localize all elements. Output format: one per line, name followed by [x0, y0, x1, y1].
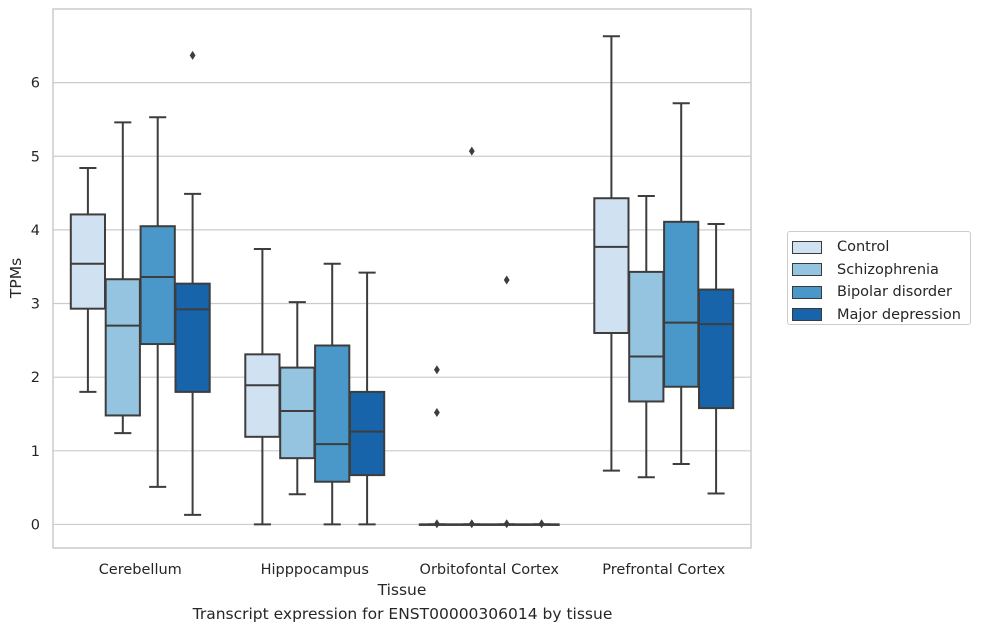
box-bipolar-disorder [139, 116, 176, 488]
legend-item: Schizophrenia [792, 259, 970, 282]
box-body [104, 278, 141, 417]
box-body [139, 225, 176, 346]
box-body [279, 366, 316, 460]
box-body [314, 344, 351, 483]
legend-item: Control [792, 236, 970, 259]
outlier-point [433, 365, 440, 375]
legend-swatch [792, 240, 822, 254]
box-major-depression [523, 519, 560, 529]
x-axis-label: Tissue [377, 581, 427, 599]
legend-label: Schizophrenia [837, 261, 939, 278]
box-body [69, 213, 107, 310]
outlier-point [503, 275, 510, 285]
y-tick-label: 5 [31, 149, 40, 165]
outlier-point [538, 519, 545, 529]
box-schizophrenia [104, 121, 141, 435]
legend-label: Bipolar disorder [837, 284, 952, 301]
box-groups [69, 35, 735, 529]
box-body [663, 220, 700, 388]
plot-frame [52, 8, 752, 549]
y-tick-label: 6 [31, 76, 40, 92]
outlier-point [433, 519, 440, 529]
box-major-depression [348, 271, 386, 526]
x-tick-label: Prefrontal Cortex [602, 562, 725, 578]
legend-item: Bipolar disorder [792, 281, 970, 304]
x-axis-ticks: Cerebellum Hipppocampus Orbitofontal Corte… [99, 562, 726, 578]
box-body [697, 288, 735, 410]
box-bipolar-disorder [663, 102, 700, 466]
y-tick-label: 0 [31, 517, 40, 533]
box-body [244, 353, 281, 438]
legend-swatch [792, 308, 822, 322]
y-tick-label: 2 [31, 370, 40, 386]
box-major-depression [697, 223, 735, 495]
legend-label: Control [837, 239, 890, 256]
y-axis-label: TPMs [7, 258, 25, 299]
box-body [593, 197, 630, 334]
box-schizophrenia [279, 301, 316, 496]
box-control [593, 35, 630, 472]
legend-item: Major depression [792, 304, 970, 327]
outlier-point [503, 519, 510, 529]
x-tick-label: Cerebellum [99, 562, 182, 578]
box-control [244, 248, 281, 526]
box-body [628, 270, 665, 403]
legend-swatch [792, 285, 822, 299]
box-body [348, 390, 386, 477]
x-tick-label: Orbitofontal Cortex [420, 562, 560, 578]
y-tick-label: 3 [31, 297, 40, 313]
box-control [69, 167, 107, 393]
outlier-point [433, 408, 440, 418]
legend-swatch [792, 263, 822, 277]
legend-label: Major depression [837, 306, 961, 323]
box-bipolar-disorder [314, 262, 351, 526]
box-body [174, 282, 211, 393]
y-tick-label: 4 [31, 223, 40, 239]
x-tick-label: Hipppocampus [261, 562, 369, 578]
box-schizophrenia [453, 146, 490, 529]
box-control [418, 365, 456, 529]
outlier-point [468, 519, 475, 529]
box-bipolar-disorder [488, 275, 525, 529]
y-tick-label: 1 [31, 444, 40, 460]
y-axis-ticks: 0 1 2 3 4 5 6 [31, 76, 40, 534]
outlier-point [468, 146, 475, 156]
box-major-depression [174, 50, 211, 516]
outlier-point [189, 50, 196, 60]
legend: Control Schizophrenia Bipolar disorder Majo… [787, 231, 971, 325]
box-schizophrenia [628, 195, 665, 479]
chart-caption: Transcript expression for ENST0000030601… [192, 605, 613, 623]
